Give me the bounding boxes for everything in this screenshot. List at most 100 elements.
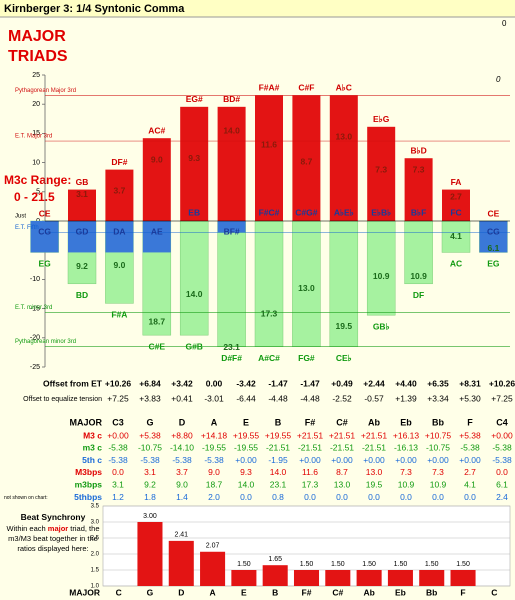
table-cell: -5.38 xyxy=(204,455,224,465)
table-cell: 0.0 xyxy=(336,492,348,502)
pair-label: CG xyxy=(487,226,500,236)
column-header: G xyxy=(146,417,153,427)
column-header: Eb xyxy=(400,417,412,427)
table-cell: -10.75 xyxy=(426,443,450,453)
pair-label: DA xyxy=(113,226,125,236)
beat-label: 17.3 xyxy=(261,308,278,318)
bar xyxy=(142,138,171,221)
table-cell: +0.00 xyxy=(107,430,129,440)
offset-value: +7.25 xyxy=(107,393,129,403)
table-cell: -19.55 xyxy=(202,443,226,453)
table-cell: -5.38 xyxy=(108,455,128,465)
table-cell: 0.0 xyxy=(304,492,316,502)
offset-value: 0.00 xyxy=(206,378,223,388)
bar xyxy=(387,570,413,586)
y-tick-label: 25 xyxy=(32,72,40,79)
bar xyxy=(441,220,471,253)
y-tick-label: 2.5 xyxy=(91,536,100,542)
row-label: 5thbps xyxy=(74,492,102,502)
offset-value: +6.35 xyxy=(427,378,449,388)
bar xyxy=(356,570,382,586)
table-cell: +0.00 xyxy=(427,455,449,465)
x-tick-label: C xyxy=(116,587,122,597)
pair-label: CG xyxy=(38,226,51,236)
pair-label: B♭D xyxy=(410,145,426,155)
beat-label: 6.1 xyxy=(487,243,499,253)
table-cell: +0.00 xyxy=(363,455,385,465)
bar xyxy=(329,95,358,221)
table-cell: 1.2 xyxy=(112,492,124,502)
value-label: 1.50 xyxy=(456,561,470,568)
offset-value: +10.26 xyxy=(105,378,132,388)
table-cell: 3.7 xyxy=(176,467,188,477)
table-cell: 11.6 xyxy=(302,467,318,477)
pair-label: GB♭ xyxy=(373,321,390,331)
bar xyxy=(137,522,163,586)
value-label: 1.50 xyxy=(300,561,314,568)
x-tick-label: F xyxy=(460,587,465,597)
table-cell: -5.38 xyxy=(492,443,512,453)
bar xyxy=(292,220,321,347)
pair-label: FA xyxy=(451,177,462,187)
bar xyxy=(68,221,96,253)
y-tick-label: -25 xyxy=(30,364,40,371)
beat-label: 7.3 xyxy=(375,165,387,175)
y-tick-label: -20 xyxy=(30,335,40,342)
offset-value: -6.44 xyxy=(236,393,256,403)
pair-label: EG# xyxy=(186,94,203,104)
y-tick-label: 2.0 xyxy=(91,552,100,558)
column-header: B xyxy=(275,417,282,427)
table-cell: -14.10 xyxy=(170,443,194,453)
bar xyxy=(450,570,476,586)
table-corner: MAJOR xyxy=(69,417,102,427)
table-cell: 9.2 xyxy=(144,479,156,489)
row-label: M3 c xyxy=(83,430,102,440)
title-bar xyxy=(0,0,515,17)
offset-value: -4.48 xyxy=(300,393,320,403)
offset-value: -4.48 xyxy=(268,393,288,403)
column-header: C4 xyxy=(496,417,508,427)
x-axis-label: MAJOR xyxy=(69,587,100,597)
beat-note-text: major xyxy=(47,524,69,533)
table-cell: 8.7 xyxy=(336,467,348,477)
y-tick-label: 1.0 xyxy=(91,584,100,590)
range-label: 0 - 21.5 xyxy=(14,190,55,204)
table-cell: +21.51 xyxy=(297,430,324,440)
value-label: 1.50 xyxy=(362,561,376,568)
beat-note-text: triad, the m3/M3 beat together in the ra… xyxy=(8,524,100,553)
value-label: 1.50 xyxy=(394,561,408,568)
y-tick-label: -10 xyxy=(30,276,40,283)
pair-label: AC# xyxy=(148,125,165,135)
beat-label: 23.1 xyxy=(223,342,240,352)
beat-label: 13.0 xyxy=(298,283,315,293)
pair-label: EG xyxy=(38,259,51,269)
y-tick-label: 3.5 xyxy=(91,504,100,510)
table-cell: +0.00 xyxy=(331,455,353,465)
table-cell: +8.80 xyxy=(171,430,193,440)
table-cell: +19.55 xyxy=(233,430,260,440)
offset-value: -3.01 xyxy=(204,393,224,403)
x-tick-label: Bb xyxy=(426,587,437,597)
pair-label: B♭F xyxy=(411,207,426,217)
pair-label: FG# xyxy=(298,353,315,363)
table-cell: 10.9 xyxy=(398,479,415,489)
column-header: F# xyxy=(305,417,316,427)
table-cell: -5.38 xyxy=(108,443,128,453)
table-cell: 0.0 xyxy=(464,492,476,502)
pair-label: A♭C xyxy=(336,83,352,93)
bar xyxy=(231,570,257,586)
offset-value: +4.40 xyxy=(395,378,417,388)
bar xyxy=(30,221,59,253)
table-cell: -16.13 xyxy=(394,443,418,453)
beat-label: 7.3 xyxy=(413,165,425,175)
beat-label: 3.1 xyxy=(76,189,88,199)
bar xyxy=(168,540,194,586)
offset-value: +10.26 xyxy=(489,378,515,388)
y-tick-label: 10 xyxy=(32,159,40,166)
table-cell: 23.1 xyxy=(270,479,287,489)
table-cell: 13.0 xyxy=(334,479,351,489)
beat-label: 13.0 xyxy=(336,131,353,141)
x-tick-label: E xyxy=(241,587,247,597)
